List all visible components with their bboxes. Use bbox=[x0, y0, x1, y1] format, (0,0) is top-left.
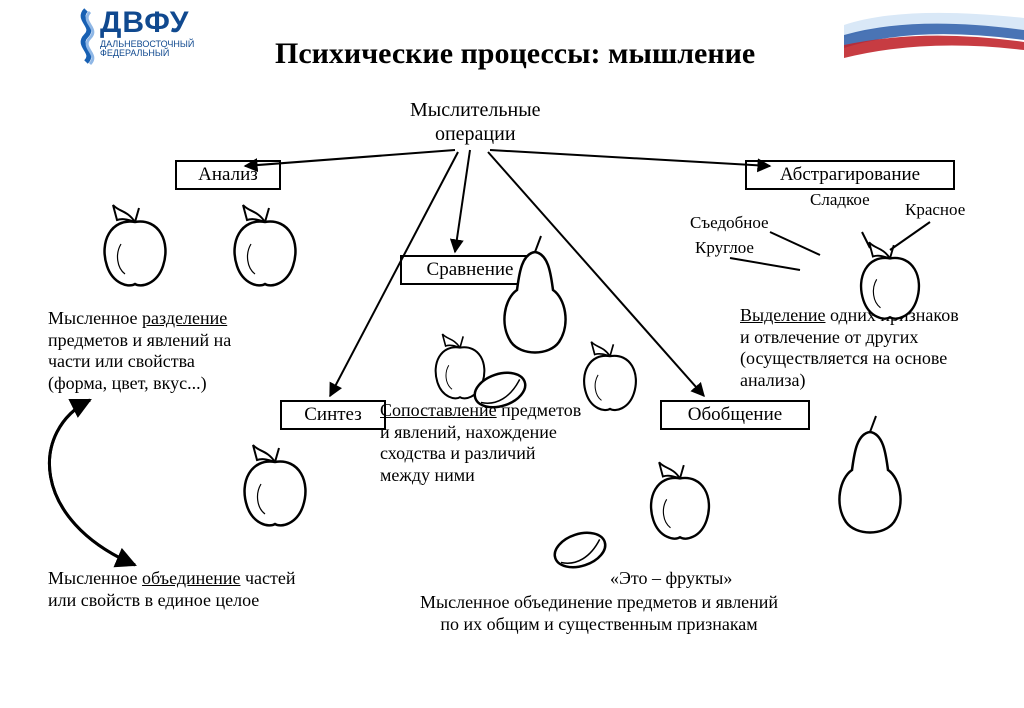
slide-title: Психические процессы: мышление bbox=[275, 36, 755, 72]
desc-generalization-tag: «Это – фрукты» bbox=[610, 568, 732, 590]
slide-canvas: { "logo":{"main":"ДВФУ","line1":"ДАЛЬНЕВ… bbox=[0, 0, 1024, 708]
node-abstraction: Абстрагирование bbox=[745, 160, 955, 190]
university-logo: ДВФУ ДАЛЬНЕВОСТОЧНЫЙ ФЕДЕРАЛЬНЫЙ bbox=[100, 6, 230, 76]
ribbon-decoration bbox=[844, 0, 1024, 60]
desc-synthesis: Мысленное объединение частейили свойств … bbox=[48, 568, 296, 611]
logo-line2: ФЕДЕРАЛЬНЫЙ bbox=[100, 49, 230, 58]
node-analysis: Анализ bbox=[175, 160, 281, 190]
desc-comparison: Сопоставление предметови явлений, нахожд… bbox=[380, 400, 581, 486]
root-label: Мыслительные операции bbox=[410, 98, 541, 146]
desc-abstraction: Выделение одних признакови отвлечение от… bbox=[740, 305, 959, 391]
label-red: Красное bbox=[905, 200, 965, 220]
node-synthesis: Синтез bbox=[280, 400, 386, 430]
logo-text: ДВФУ bbox=[100, 6, 230, 40]
label-sweet: Сладкое bbox=[810, 190, 870, 210]
node-comparison: Сравнение bbox=[400, 255, 540, 285]
label-edible: Съедобное bbox=[690, 213, 769, 233]
node-generalization: Обобщение bbox=[660, 400, 810, 430]
desc-generalization: Мысленное объединение предметов и явлени… bbox=[420, 592, 778, 635]
label-round: Круглое bbox=[695, 238, 754, 258]
desc-analysis: Мысленное разделениепредметов и явлений … bbox=[48, 308, 231, 394]
